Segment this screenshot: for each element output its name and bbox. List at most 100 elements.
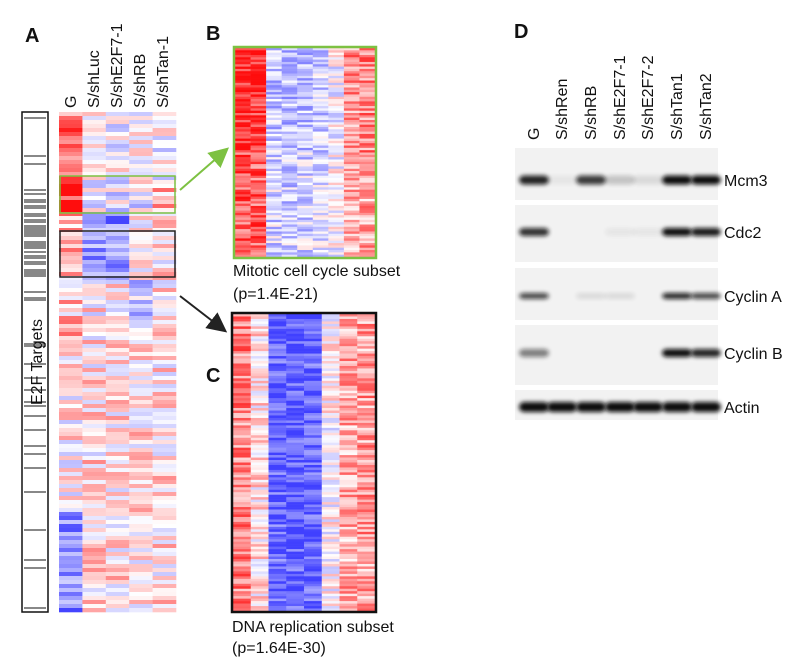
blot-band <box>605 175 635 185</box>
heatmap-cell <box>82 220 107 225</box>
heatmap-cell <box>250 573 269 577</box>
heatmap-cell <box>268 512 287 515</box>
heatmap-cell <box>59 412 83 417</box>
heatmap-cell <box>233 403 252 406</box>
heatmap-cell <box>250 219 267 223</box>
heatmap-cell <box>233 361 252 364</box>
heatmap-cell <box>339 460 358 463</box>
heatmap-cell <box>235 150 251 153</box>
heatmap-cell <box>286 457 305 461</box>
heatmap-cell <box>286 432 305 436</box>
heatmap-cell <box>266 212 282 216</box>
heatmap-cell <box>152 468 177 473</box>
heatmap-cell <box>281 236 298 239</box>
heatmap-cell <box>82 420 107 425</box>
heatmap-cell <box>129 200 153 205</box>
heatmap-cell <box>250 106 267 109</box>
heatmap-cell <box>250 529 269 533</box>
heatmap-cell <box>250 316 269 320</box>
heatmap-cell <box>328 92 345 95</box>
heatmap-cell <box>312 189 329 193</box>
heatmap-cell <box>321 576 340 580</box>
heatmap-cell <box>312 224 329 228</box>
heatmap-cell <box>286 554 305 557</box>
heatmap-cell <box>82 208 107 213</box>
heatmap-cell <box>250 136 267 139</box>
heatmap-cell <box>328 96 345 100</box>
heatmap-cell <box>339 524 358 528</box>
heatmap-cell <box>286 591 305 594</box>
heatmap-cell <box>297 138 314 142</box>
heatmap-cell <box>286 346 305 349</box>
heatmap-cell <box>235 173 251 177</box>
heatmap-cell <box>233 358 252 362</box>
heatmap-cell <box>266 157 282 160</box>
heatmap-cell <box>339 408 358 411</box>
heatmap-cell <box>233 596 252 599</box>
heatmap-cell <box>339 583 358 587</box>
heatmap-cell <box>357 328 376 332</box>
heatmap-cell <box>281 164 298 167</box>
heatmap-cell <box>59 240 83 245</box>
heatmap-cell <box>250 413 269 416</box>
heatmap-cell <box>281 96 298 100</box>
heatmap-cell <box>152 480 177 485</box>
heatmap-cell <box>286 390 305 394</box>
heatmap-cell <box>343 173 360 177</box>
heatmap-cell <box>304 385 323 389</box>
heatmap-cell <box>286 356 305 359</box>
heatmap-cell <box>105 364 130 369</box>
heatmap-cell <box>281 103 298 107</box>
heatmap-cell <box>321 581 340 585</box>
heatmap-cell <box>266 185 282 188</box>
heatmap-cell <box>297 250 314 253</box>
heatmap-cell <box>250 606 269 609</box>
heatmap-cell <box>129 160 153 165</box>
heatmap-cell <box>250 385 269 389</box>
heatmap-cell <box>105 256 130 261</box>
heatmap-cell <box>250 99 267 102</box>
heatmap-cell <box>250 182 267 186</box>
heatmap-cell <box>268 378 287 382</box>
heatmap-cell <box>281 182 298 186</box>
heatmap-cell <box>359 122 376 125</box>
heatmap-cell <box>343 78 360 81</box>
heatmap-cell <box>129 164 153 169</box>
heatmap-cell <box>281 126 298 130</box>
heatmap-cell <box>235 136 251 139</box>
heatmap-cell <box>321 410 340 414</box>
heatmap-cell <box>304 601 323 604</box>
heatmap-cell <box>129 148 153 153</box>
heatmap-cell <box>286 492 305 495</box>
heatmap-cell <box>266 217 282 221</box>
heatmap-cell <box>304 368 323 372</box>
heatmap-cell <box>250 442 269 446</box>
heatmap-cell <box>250 138 267 142</box>
heatmap-cell <box>339 598 358 602</box>
heatmap-cell <box>297 217 314 221</box>
heatmap-cell <box>281 254 298 258</box>
heatmap-cell <box>59 296 83 301</box>
heatmap-cell <box>328 191 345 195</box>
heatmap-cell <box>328 194 345 197</box>
heatmap-cell <box>82 528 107 533</box>
heatmap-cell <box>59 116 83 121</box>
heatmap-cell <box>339 516 358 520</box>
heatmap-cell <box>59 284 83 289</box>
heatmap-cell <box>321 422 340 426</box>
heatmap-cell <box>297 205 314 209</box>
heatmap-cell <box>82 588 107 593</box>
heatmap-cell <box>321 417 340 421</box>
heatmap-cell <box>304 464 323 468</box>
heatmap-cell <box>312 126 329 130</box>
lane-label: S/shRB <box>583 86 600 140</box>
heatmap-cell <box>233 370 252 374</box>
heatmap-cell <box>328 147 345 151</box>
heatmap-cell <box>250 531 269 535</box>
heatmap-cell <box>233 534 252 538</box>
heatmap-cell <box>357 536 376 540</box>
heatmap-cell <box>357 571 376 575</box>
heatmap-cell <box>359 231 376 235</box>
heatmap-cell <box>266 219 282 223</box>
heatmap-cell <box>339 494 358 498</box>
